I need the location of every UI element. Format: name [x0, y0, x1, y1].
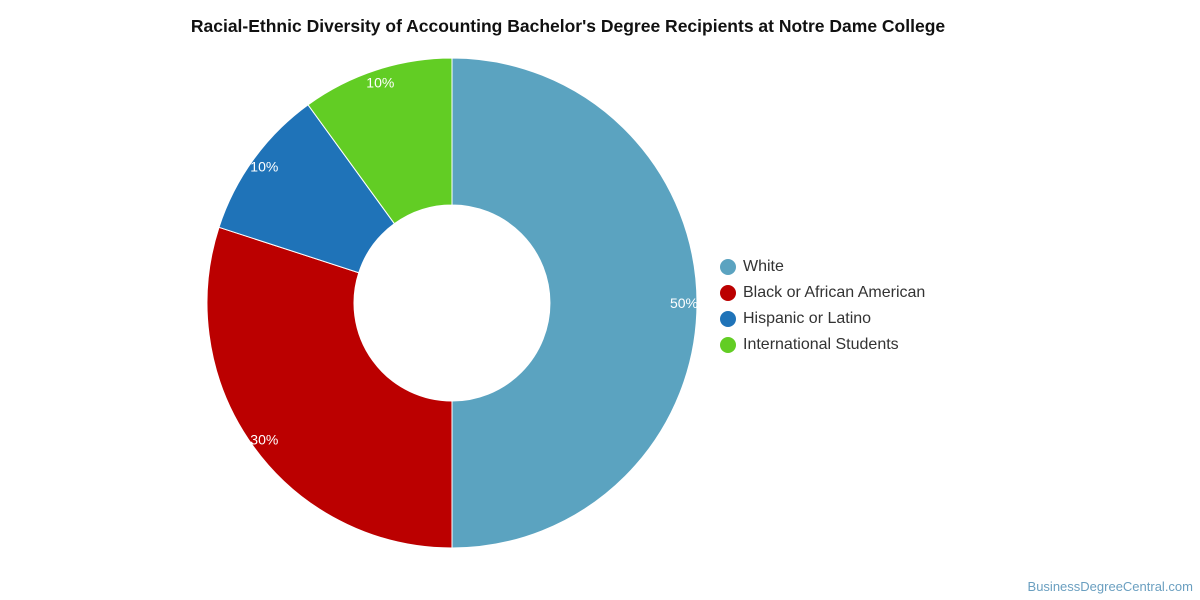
- slice-black-or-african-american: [206, 226, 453, 549]
- legend-swatch-icon: [720, 337, 736, 353]
- chart-legend: White Black or African American Hispanic o…: [720, 254, 925, 358]
- slice-white: [451, 57, 698, 549]
- watermark-text: BusinessDegreeCentral.com: [1027, 579, 1193, 594]
- slice-label-hispanic-or-latino: 10%: [250, 159, 278, 175]
- legend-label: International Students: [743, 336, 899, 353]
- slice-label-black-or-african-american: 30%: [250, 431, 278, 447]
- legend-label: Hispanic or Latino: [743, 310, 872, 327]
- legend-label: White: [743, 258, 784, 275]
- slice-label-international-students: 10%: [366, 74, 394, 90]
- legend-label: Black or African American: [743, 284, 926, 301]
- slice-international-students: [307, 57, 453, 225]
- legend-item-black-or-african-american[interactable]: Black or African American: [720, 280, 925, 306]
- slice-label-white: 50%: [670, 295, 698, 311]
- chart-title: Racial-Ethnic Diversity of Accounting Ba…: [190, 16, 946, 36]
- legend-swatch-icon: [720, 259, 736, 275]
- legend-swatch-icon: [720, 285, 736, 301]
- legend-item-white[interactable]: White: [720, 254, 925, 280]
- legend-swatch-icon: [720, 311, 736, 327]
- legend-item-hispanic-or-latino[interactable]: Hispanic or Latino: [720, 306, 925, 332]
- legend-item-international-students[interactable]: International Students: [720, 332, 925, 358]
